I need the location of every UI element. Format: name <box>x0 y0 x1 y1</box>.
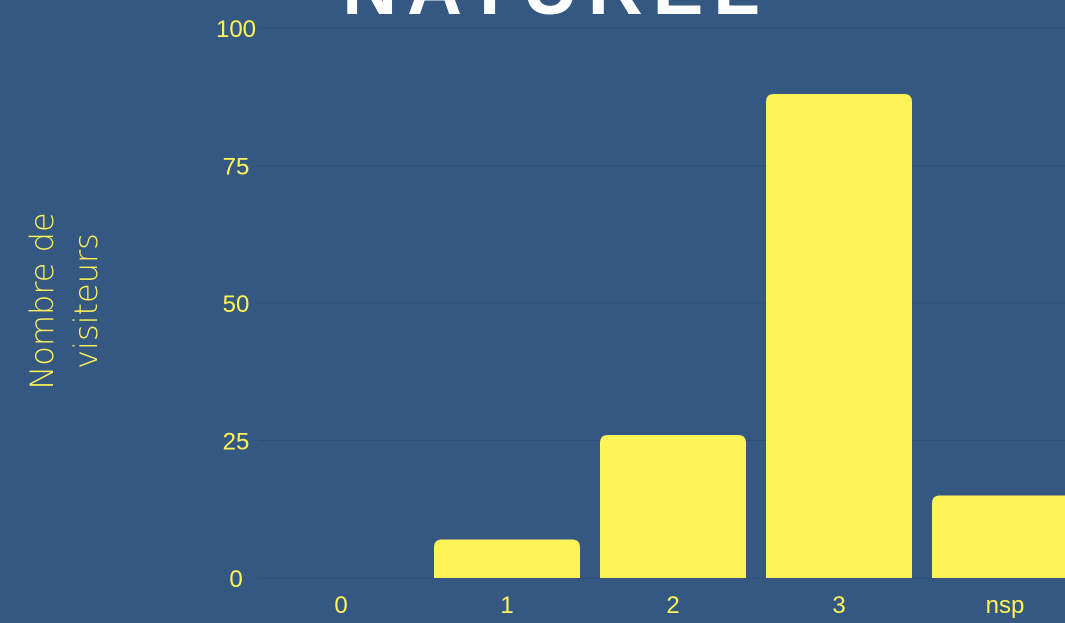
y-tick-label: 100 <box>216 16 256 43</box>
chart-title: NATUREL <box>342 0 769 31</box>
x-tick-label: 2 <box>666 592 679 619</box>
y-tick-label: 50 <box>223 291 250 318</box>
bar <box>600 435 746 578</box>
x-tick-label: 3 <box>832 592 845 619</box>
x-tick-label: nsp <box>986 592 1025 619</box>
bar <box>766 94 912 578</box>
bar <box>932 495 1065 578</box>
y-tick-label: 75 <box>223 154 250 181</box>
bar <box>434 539 580 578</box>
y-axis-label: Nombre de visiteurs <box>23 212 105 390</box>
y-tick-label: 0 <box>229 566 242 593</box>
x-tick-label: 0 <box>334 592 347 619</box>
x-tick-label: 1 <box>500 592 513 619</box>
y-tick-label: 25 <box>223 429 250 456</box>
